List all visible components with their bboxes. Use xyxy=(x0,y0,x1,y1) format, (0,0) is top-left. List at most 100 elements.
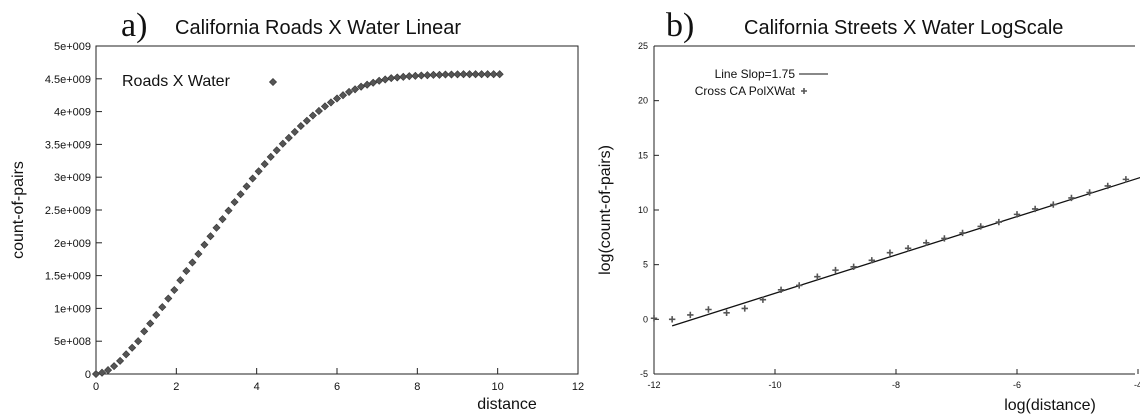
chart-a-point xyxy=(260,160,269,169)
chart-a-point xyxy=(375,76,384,85)
chart-b-point xyxy=(1013,211,1021,218)
chart-b-x-axis-label: log(distance) xyxy=(1004,397,1096,414)
chart-a-y-tick-label: 5e+008 xyxy=(54,336,91,348)
chart-a-points xyxy=(91,70,504,379)
chart-a-x-tick-label: 0 xyxy=(93,381,99,393)
chart-b-point xyxy=(759,296,767,303)
chart-a-point xyxy=(188,258,197,267)
chart-b-point xyxy=(723,309,730,316)
chart-a-point xyxy=(314,106,323,115)
chart-b-y-tick-label: 10 xyxy=(638,205,648,215)
chart-b-point xyxy=(705,306,712,313)
chart-a-point xyxy=(140,327,149,336)
chart-a-point xyxy=(320,102,329,111)
chart-a-point xyxy=(152,310,161,319)
chart-a-point xyxy=(254,167,263,176)
chart-a-point xyxy=(218,215,227,224)
chart-a-point xyxy=(122,350,131,359)
chart-b-legend: Line Slop=1.75 Cross CA PolXWat xyxy=(695,67,828,98)
chart-a-point xyxy=(146,319,155,328)
chart-a-point xyxy=(387,74,396,83)
chart-a-point xyxy=(302,116,311,125)
chart-a-point xyxy=(278,139,287,148)
chart-a-point xyxy=(441,70,450,79)
chart-a-point xyxy=(104,366,113,375)
chart-a-point xyxy=(357,82,366,91)
chart-b-point xyxy=(650,315,658,322)
chart-a-point xyxy=(164,294,173,303)
chart-a-point xyxy=(417,71,426,80)
chart-a-point xyxy=(308,111,317,120)
chart-a-point xyxy=(423,71,432,80)
chart-a-point xyxy=(266,152,275,161)
chart-b-title: California Streets X Water LogScale xyxy=(744,17,1063,39)
chart-b-point xyxy=(1122,176,1130,183)
chart-a-point xyxy=(399,72,408,81)
chart-a-point xyxy=(332,94,342,103)
chart-a-point xyxy=(363,80,372,89)
chart-b-legend-point xyxy=(801,88,807,94)
chart-b-x-tick-label: -12 xyxy=(647,380,660,390)
chart-a-point xyxy=(272,146,281,155)
chart-a-point xyxy=(236,190,245,199)
chart-a-point xyxy=(248,174,257,183)
chart-b-fit-line xyxy=(671,176,1140,327)
chart-a-ticks: 0 2 4 6 8 10 12 0 5e+008 1e+009 1.5e+009 2e+009 2.5e… xyxy=(45,41,584,393)
chart-a-point xyxy=(465,70,474,79)
chart-a-y-tick-label: 2e+009 xyxy=(54,238,91,250)
chart-a-point xyxy=(489,70,498,79)
chart-b-point xyxy=(777,286,785,294)
chart-a-point xyxy=(200,240,209,249)
chart-a-legend-label: Roads X Water xyxy=(122,73,231,90)
chart-a-point xyxy=(230,198,239,207)
chart-b-point xyxy=(923,239,930,246)
chart-a-point xyxy=(447,70,456,79)
chart-a-x-tick-label: 4 xyxy=(254,381,260,393)
chart-a-point xyxy=(345,87,354,96)
chart-a-legend-marker xyxy=(268,77,278,87)
panel-a-letter: a) xyxy=(121,7,147,44)
chart-a-y-tick-label: 4.5e+009 xyxy=(45,74,91,86)
chart-a-point xyxy=(411,71,420,80)
chart-b-legend-line-label: Line Slop=1.75 xyxy=(715,67,796,81)
chart-a-y-tick-label: 3e+009 xyxy=(54,172,91,184)
chart-b-x-tick-label: -4 xyxy=(1134,380,1140,390)
chart-a-point xyxy=(351,85,360,94)
chart-b-point xyxy=(1104,182,1111,190)
chart-a-point xyxy=(393,73,402,82)
chart-b-point xyxy=(1086,189,1093,196)
chart-a-y-axis-label: count-of-pairs xyxy=(10,161,27,259)
chart-a-point xyxy=(212,223,221,232)
chart-a-point xyxy=(453,70,462,79)
chart-a-point xyxy=(326,98,335,107)
chart-a-x-tick-label: 12 xyxy=(572,381,584,393)
chart-a-point xyxy=(91,369,101,379)
chart-a-point xyxy=(471,70,480,79)
chart-b-point xyxy=(814,273,821,280)
chart-a-point xyxy=(116,356,125,365)
chart-a-point xyxy=(290,127,299,136)
chart-b-point xyxy=(886,249,894,256)
chart-a-point xyxy=(182,266,191,276)
chart-a-point xyxy=(176,276,185,285)
chart-a-y-tick-label: 1e+009 xyxy=(54,303,91,315)
chart-a-point xyxy=(284,133,293,142)
chart-a-y-tick-label: 5e+009 xyxy=(54,41,91,53)
chart-a-x-axis-label: distance xyxy=(477,396,537,413)
chart-b-point xyxy=(687,311,694,319)
chart-a-point xyxy=(483,70,492,79)
chart-b-x-tick-label: -10 xyxy=(768,380,781,390)
chart-b-x-tick-label: -8 xyxy=(892,380,900,390)
chart-a-point xyxy=(158,303,167,312)
chart-b-point xyxy=(868,257,875,264)
chart-a-x-tick-label: 10 xyxy=(492,381,504,393)
chart-b-point xyxy=(796,282,803,289)
chart-b-point xyxy=(959,229,966,237)
chart-a-point xyxy=(224,206,233,215)
chart-a-point xyxy=(194,249,203,258)
chart-b-x-tick-label: -6 xyxy=(1013,380,1021,390)
chart-a-point xyxy=(134,337,143,346)
chart-b-point xyxy=(904,245,912,252)
